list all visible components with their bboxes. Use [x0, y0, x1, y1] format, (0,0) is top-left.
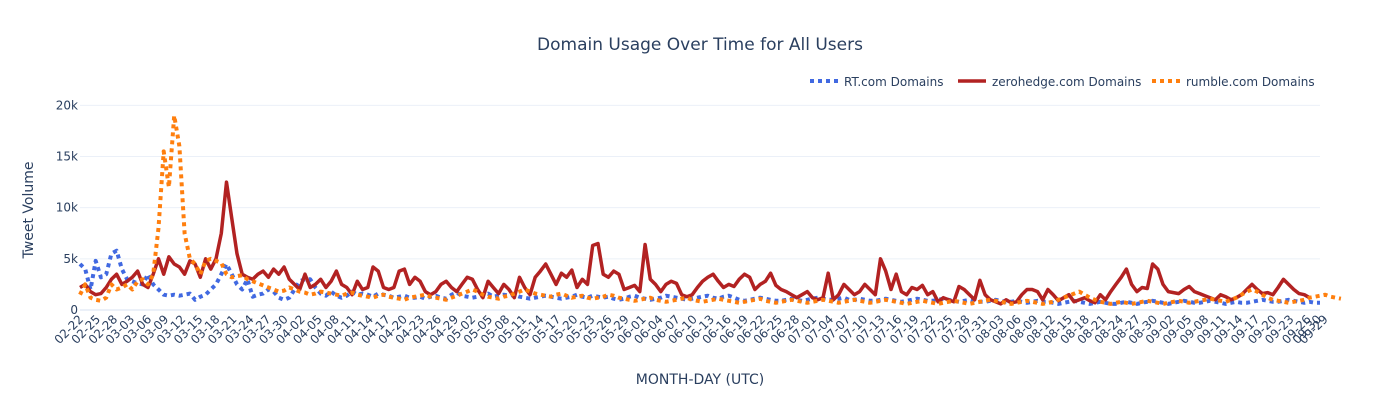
series-line-3	[78, 113, 1342, 306]
series-lines	[78, 113, 1342, 306]
gridlines	[80, 104, 1320, 311]
legend: RT.com Domains zerohedge.com Domains rumbl…	[810, 75, 1315, 89]
y-tick-label: 0	[70, 303, 78, 317]
legend-label: RT.com Domains	[844, 75, 943, 89]
y-axis-ticks: 0 5k 10k 15k 20k	[56, 98, 78, 317]
x-axis-ticks: 02-2202-2502-2803-0303-0603-0903-1203-15…	[52, 312, 1331, 347]
y-tick-label: 15k	[56, 150, 78, 164]
y-axis-title: Tweet Volume	[21, 162, 37, 260]
y-tick-label: 20k	[56, 98, 78, 112]
legend-label: zerohedge.com Domains	[992, 75, 1141, 89]
legend-label: rumble.com Domains	[1186, 75, 1315, 89]
y-tick-label: 5k	[63, 252, 78, 266]
series-line-1	[78, 248, 1320, 306]
chart-title: Domain Usage Over Time for All Users	[537, 35, 863, 55]
x-axis-title: MONTH-DAY (UTC)	[636, 372, 764, 388]
series-line-2	[79, 180, 1311, 306]
y-tick-label: 10k	[56, 201, 78, 215]
